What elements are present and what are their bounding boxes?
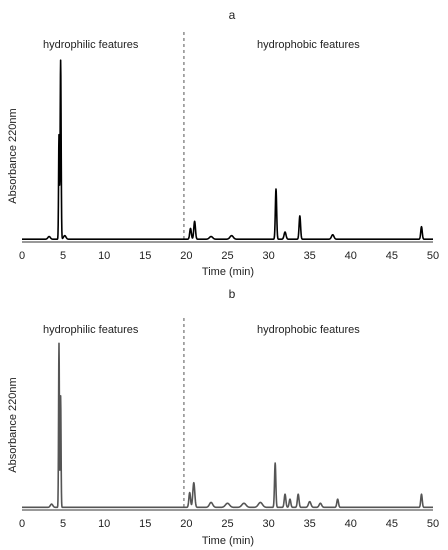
panel-a-x-tick-label: 0 bbox=[19, 250, 25, 262]
panel-b-chromatogram-trace bbox=[21, 342, 434, 509]
panel-b-letter: b bbox=[229, 287, 236, 301]
panel-b-x-tick-label: 35 bbox=[304, 518, 316, 530]
panel-a-hydrophobic-label: hydrophobic features bbox=[257, 39, 360, 51]
panel-a-x-tick-label: 5 bbox=[60, 250, 66, 262]
panel-a-x-tick-label: 15 bbox=[139, 250, 151, 262]
panel-b-x-tick-label: 50 bbox=[427, 518, 439, 530]
panel-b-x-tick-label: 0 bbox=[19, 518, 25, 530]
panel-a-x-tick-label: 35 bbox=[304, 250, 316, 262]
panel-a-hydrophilic-label: hydrophilic features bbox=[43, 39, 139, 51]
panel-b-x-tick-label: 40 bbox=[345, 518, 357, 530]
panel-a-x-tick-label: 50 bbox=[427, 250, 439, 262]
panel-a: a hydrophilic features hydrophobic featu… bbox=[7, 8, 439, 278]
panel-a-x-ticks: 0 5 10 15 20 25 30 35 40 45 50 bbox=[19, 250, 439, 262]
panel-b-x-tick-label: 5 bbox=[60, 518, 66, 530]
panel-b-x-tick-label: 30 bbox=[262, 518, 274, 530]
panel-a-x-tick-label: 40 bbox=[345, 250, 357, 262]
panel-b-x-axis-label: Time (min) bbox=[202, 535, 254, 547]
panel-b-x-tick-label: 10 bbox=[98, 518, 110, 530]
panel-b-x-ticks: 0 5 10 15 20 25 30 35 40 45 50 bbox=[19, 518, 439, 530]
panel-a-x-tick-label: 30 bbox=[262, 250, 274, 262]
panel-b-hydrophobic-label: hydrophobic features bbox=[257, 324, 360, 336]
panel-b: b hydrophilic features hydrophobic featu… bbox=[7, 287, 439, 547]
panel-a-chromatogram-trace bbox=[21, 59, 434, 241]
panel-a-x-tick-label: 20 bbox=[180, 250, 192, 262]
panel-b-hydrophilic-label: hydrophilic features bbox=[43, 324, 139, 336]
panel-a-x-axis-label: Time (min) bbox=[202, 266, 254, 278]
panel-a-letter: a bbox=[229, 8, 236, 22]
panel-b-x-tick-label: 20 bbox=[180, 518, 192, 530]
panel-a-x-tick-label: 25 bbox=[221, 250, 233, 262]
panel-b-x-tick-label: 15 bbox=[139, 518, 151, 530]
panel-b-x-tick-label: 25 bbox=[221, 518, 233, 530]
panel-b-y-axis-label: Absorbance 220nm bbox=[7, 377, 19, 472]
panel-b-x-tick-label: 45 bbox=[386, 518, 398, 530]
panel-a-x-tick-label: 10 bbox=[98, 250, 110, 262]
panel-a-x-tick-label: 45 bbox=[386, 250, 398, 262]
panel-a-y-axis-label: Absorbance 220nm bbox=[7, 108, 19, 203]
